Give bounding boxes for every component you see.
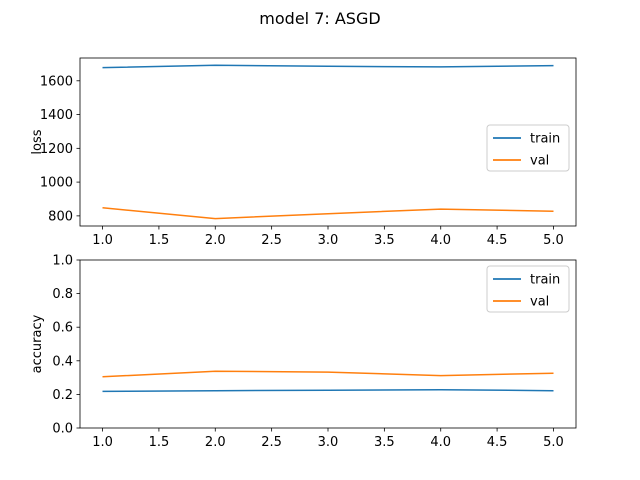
chart-accuracy-series-val-line [102, 370, 554, 378]
chart-loss-x-tick-label: 2.0 [205, 233, 226, 248]
chart-loss-x-tick-label: 5.0 [543, 233, 564, 248]
chart-loss-y-tick-label: 1400 [40, 108, 73, 123]
chart-accuracy-y-tick-label: 0.0 [52, 422, 73, 437]
chart-loss-y-tick-label: 1600 [40, 74, 73, 89]
chart-accuracy: 1.0 1.5 2.0 2.5 3.0 3.5 4.0 4.5 5.0 0.0 0.2 0.4 0.6 0… [30, 254, 577, 450]
chart-accuracy-y-tick-label: 1.0 [52, 254, 73, 269]
chart-loss-x-tick-label: 3.0 [318, 233, 339, 248]
chart-loss-y-axis-label: loss [30, 129, 45, 154]
chart-loss-legend-label-val: val [530, 154, 549, 169]
chart-accuracy-x-tick-label: 3.5 [374, 435, 395, 450]
chart-accuracy-y-tick-label: 0.6 [52, 321, 73, 336]
chart-accuracy-legend-label-val: val [530, 295, 549, 310]
chart-loss-x-tick-label: 4.5 [487, 233, 508, 248]
chart-accuracy-x-tick-label: 4.0 [430, 435, 451, 450]
chart-loss-y-tick-label: 1000 [40, 176, 73, 191]
chart-loss-x-tick-label: 3.5 [374, 233, 395, 248]
chart-accuracy-y-tick-label: 0.2 [52, 388, 73, 403]
chart-loss-series-val-line [102, 207, 554, 220]
chart-accuracy-y-axis-label: accuracy [30, 314, 45, 373]
chart-loss-y-tick-label: 1200 [40, 142, 73, 157]
chart-loss-legend-label-train: train [530, 132, 560, 147]
charts-container: 1.0 1.5 2.0 2.5 3.0 3.5 4.0 4.5 5.0 800 1000 1200 14… [30, 57, 577, 450]
chart-loss-x-tick-label: 1.5 [149, 233, 170, 248]
chart-accuracy-x-tick-label: 2.0 [205, 435, 226, 450]
chart-accuracy-legend: train val [486, 265, 570, 313]
chart-accuracy-x-tick-label: 1.0 [92, 435, 113, 450]
chart-loss-series-train-line [102, 64, 554, 69]
chart-accuracy-x-tick-label: 4.5 [487, 435, 508, 450]
chart-loss-x-tick-label: 2.5 [261, 233, 282, 248]
chart-accuracy-x-tick-label: 3.0 [318, 435, 339, 450]
chart-accuracy-x-tick-label: 1.5 [149, 435, 170, 450]
chart-accuracy-y-tick-label: 0.8 [52, 287, 73, 302]
figure-title: model 7: ASGD [259, 9, 380, 28]
chart-accuracy-x-tick-label: 5.0 [543, 435, 564, 450]
chart-accuracy-x-tick-label: 2.5 [261, 435, 282, 450]
chart-accuracy-y-tick-label: 0.4 [52, 354, 73, 369]
chart-loss: 1.0 1.5 2.0 2.5 3.0 3.5 4.0 4.5 5.0 800 1000 1200 14… [30, 57, 577, 248]
chart-loss-y-tick-label: 800 [48, 209, 73, 224]
chart-loss-x-tick-label: 4.0 [430, 233, 451, 248]
chart-loss-x-tick-label: 1.0 [92, 233, 113, 248]
chart-accuracy-legend-label-train: train [530, 273, 560, 288]
chart-loss-legend: train val [486, 124, 570, 172]
